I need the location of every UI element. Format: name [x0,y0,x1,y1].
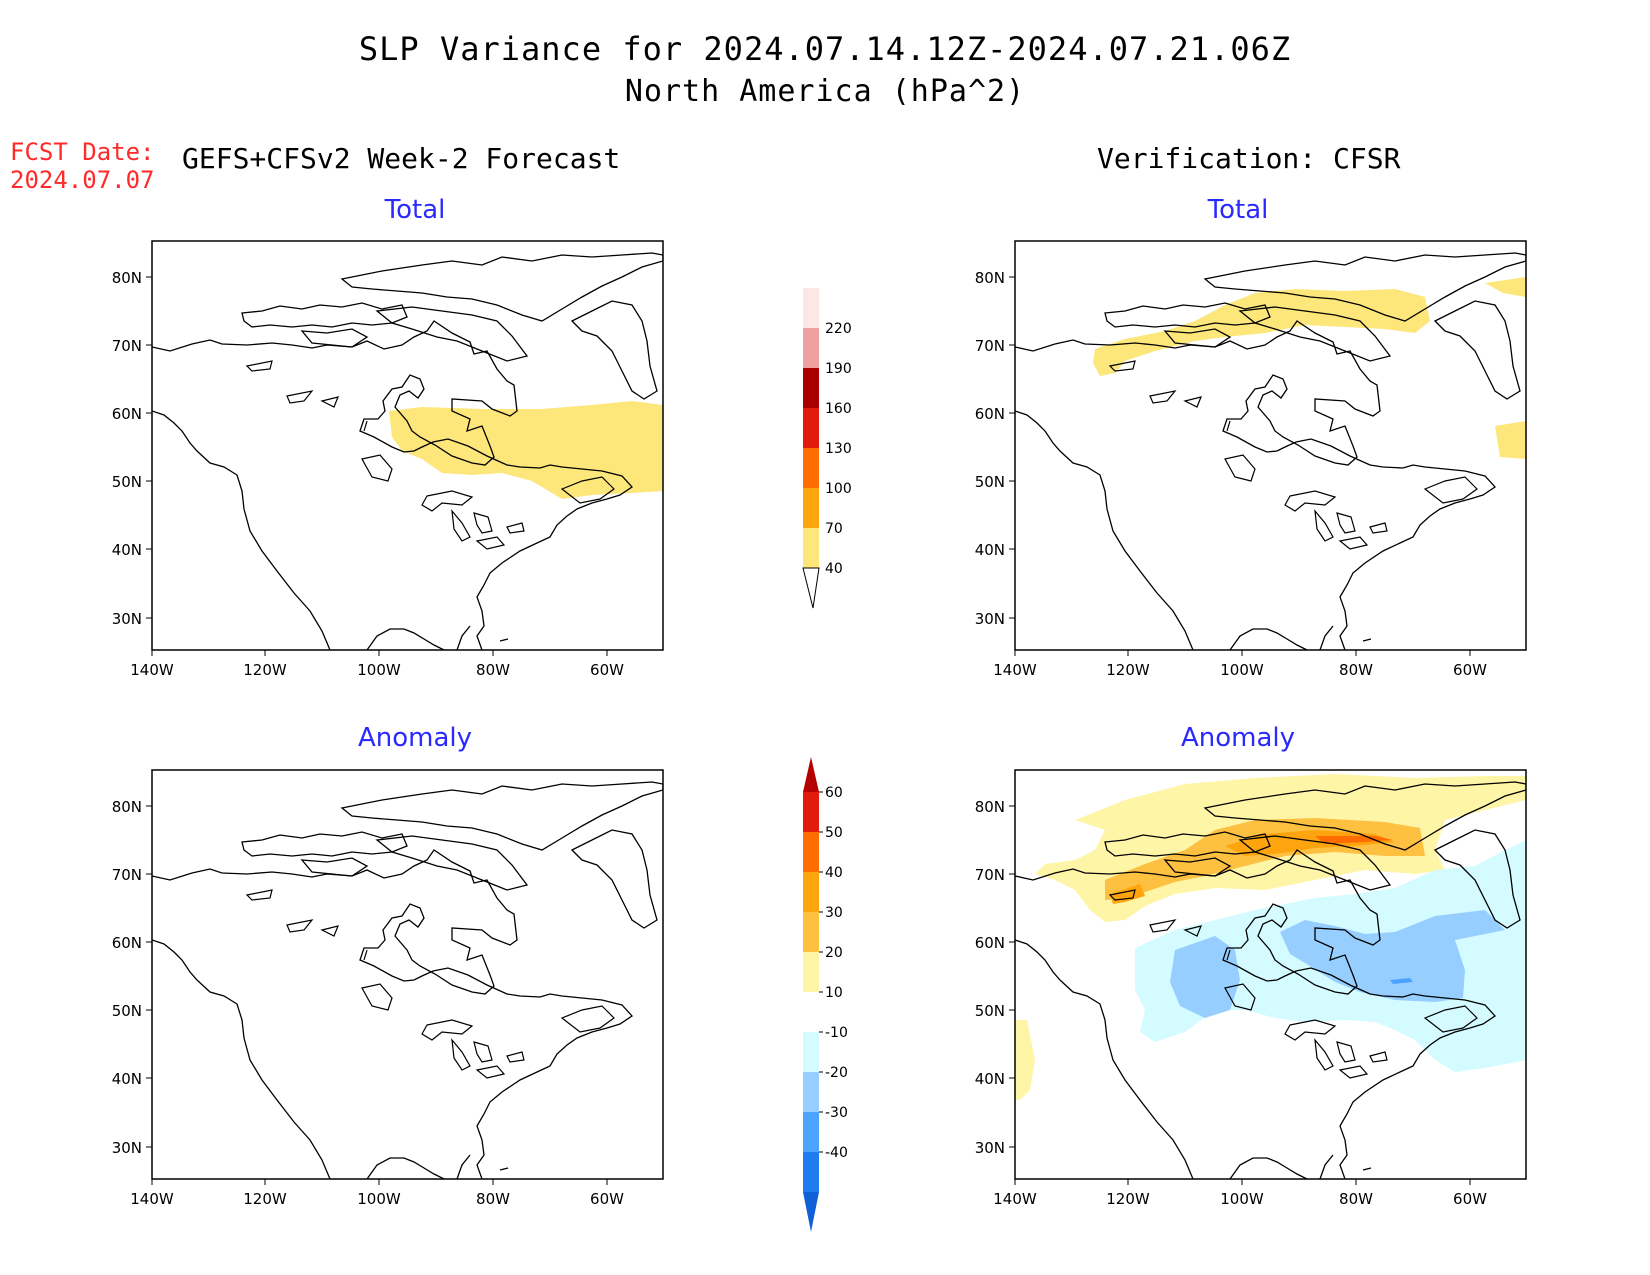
colorbar-level-label: 20 [825,945,843,961]
colorbar-level-label: 190 [825,361,852,377]
colorbar-swatch [803,872,819,912]
lat-tick-label: 30N [112,1139,142,1157]
colorbar-level-label: 40 [825,561,843,577]
lat-tick-label: 30N [975,1139,1005,1157]
colorbar-level-label: -30 [825,1105,848,1121]
colorbar-swatch [803,528,819,568]
total-variance-shading [1093,289,1430,376]
lat-tick-label: 70N [112,866,142,884]
colorbar-swatch [803,992,819,1032]
colorbar-level-label: -10 [825,1025,848,1041]
verification-total-panel: Total [1014,195,1527,651]
figure-subtitle: North America (hPa^2) [624,74,1026,109]
lon-tick-label: 100W [1220,661,1264,679]
panel-title-forecast-anomaly: Anomaly [358,723,472,753]
lat-tick-label: 80N [975,798,1005,816]
lon-tick-label: 140W [130,1190,174,1208]
lon-tick-label: 100W [357,1190,401,1208]
colorbar-swatch [803,832,819,872]
lon-tick-label: 80W [476,661,510,679]
lon-tick-label: 60W [590,661,624,679]
lat-tick-label: 40N [975,1070,1005,1088]
colorbar-swatch [803,408,819,448]
total-variance-shading [389,401,663,499]
verification-anomaly-panel: Anomaly [1014,723,1527,1180]
lon-tick-label: 140W [993,661,1037,679]
lat-tick-label: 80N [112,798,142,816]
lon-tick-label: 140W [993,1190,1037,1208]
fcst-date-value: 2024.07.07 [10,166,155,194]
lon-tick-label: 120W [243,1190,287,1208]
lon-tick-label: 120W [243,661,287,679]
lat-tick-label: 50N [975,1002,1005,1020]
lat-tick-label: 60N [112,934,142,952]
lon-tick-label: 60W [1453,1190,1487,1208]
colorbar-level-label: 100 [825,481,852,497]
lat-tick-label: 40N [112,541,142,559]
lon-tick-label: 120W [1106,661,1150,679]
lon-tick-label: 80W [1339,1190,1373,1208]
colorbar-level-label: 30 [825,905,843,921]
panel-title-verification-anomaly: Anomaly [1181,723,1295,753]
colorbar-swatch [803,328,819,368]
panel-title-verification-total: Total [1207,195,1269,225]
colorbar-swatch [803,912,819,952]
lon-tick-label: 60W [1453,661,1487,679]
total-colorbar: 40 70 100 130 160 190 220 [802,288,852,609]
colorbar-level-label: 160 [825,401,852,417]
lat-tick-label: 30N [975,610,1005,628]
lat-tick-label: 40N [112,1070,142,1088]
colorbar-swatch [803,952,819,992]
lat-tick-label: 50N [975,473,1005,491]
lat-tick-label: 70N [112,337,142,355]
lon-tick-label: 80W [1339,661,1373,679]
colorbar-swatch [803,1152,819,1192]
lat-tick-label: 80N [975,269,1005,287]
colorbar-level-label: 10 [825,985,843,1001]
forecast-column-title: GEFS+CFSv2 Week-2 Forecast [182,142,621,175]
forecast-anomaly-panel: Anomaly [151,723,664,1180]
colorbar-level-label: 60 [825,785,843,801]
lon-tick-label: 140W [130,661,174,679]
colorbar-level-label: -40 [825,1145,848,1161]
colorbar-level-label: 70 [825,521,843,537]
colorbar-swatch [803,448,819,488]
colorbar-level-label: -20 [825,1065,848,1081]
colorbar-swatch [803,1072,819,1112]
lon-tick-label: 120W [1106,1190,1150,1208]
colorbar-swatch [803,288,819,328]
lat-tick-label: 60N [112,405,142,423]
forecast-total-panel: Total [151,195,664,651]
colorbar-swatch [803,1112,819,1152]
lat-tick-label: 50N [112,1002,142,1020]
panel-title-forecast-total: Total [384,195,446,225]
colorbar-swatch [803,368,819,408]
lat-tick-label: 30N [112,610,142,628]
lat-tick-label: 60N [975,934,1005,952]
colorbar-level-label: 50 [825,825,843,841]
lon-tick-label: 100W [357,661,401,679]
negative-anomaly-medium [1170,936,1240,1018]
lat-tick-label: 70N [975,337,1005,355]
colorbar-level-label: 130 [825,441,852,457]
colorbar-swatch [803,488,819,528]
lon-tick-label: 100W [1220,1190,1264,1208]
colorbar-swatch [803,792,819,832]
lat-tick-label: 40N [975,541,1005,559]
colorbar-level-label: 40 [825,865,843,881]
lat-tick-label: 80N [112,269,142,287]
lat-tick-label: 60N [975,405,1005,423]
forecast-date-label: FCST Date: 2024.07.07 [10,138,155,194]
lat-tick-label: 50N [112,473,142,491]
lat-tick-label: 70N [975,866,1005,884]
anomaly-colorbar: 60 50 40 30 20 10 -10 -20 -30 -40 [803,757,848,1232]
figure-title: SLP Variance for 2024.07.14.12Z-2024.07.… [358,30,1292,68]
fcst-date-caption: FCST Date: [10,138,155,166]
lon-tick-label: 80W [476,1190,510,1208]
verification-column-title: Verification: CFSR [1097,142,1401,175]
colorbar-level-label: 220 [825,321,852,337]
lon-tick-label: 60W [590,1190,624,1208]
colorbar-swatch [803,1032,819,1072]
